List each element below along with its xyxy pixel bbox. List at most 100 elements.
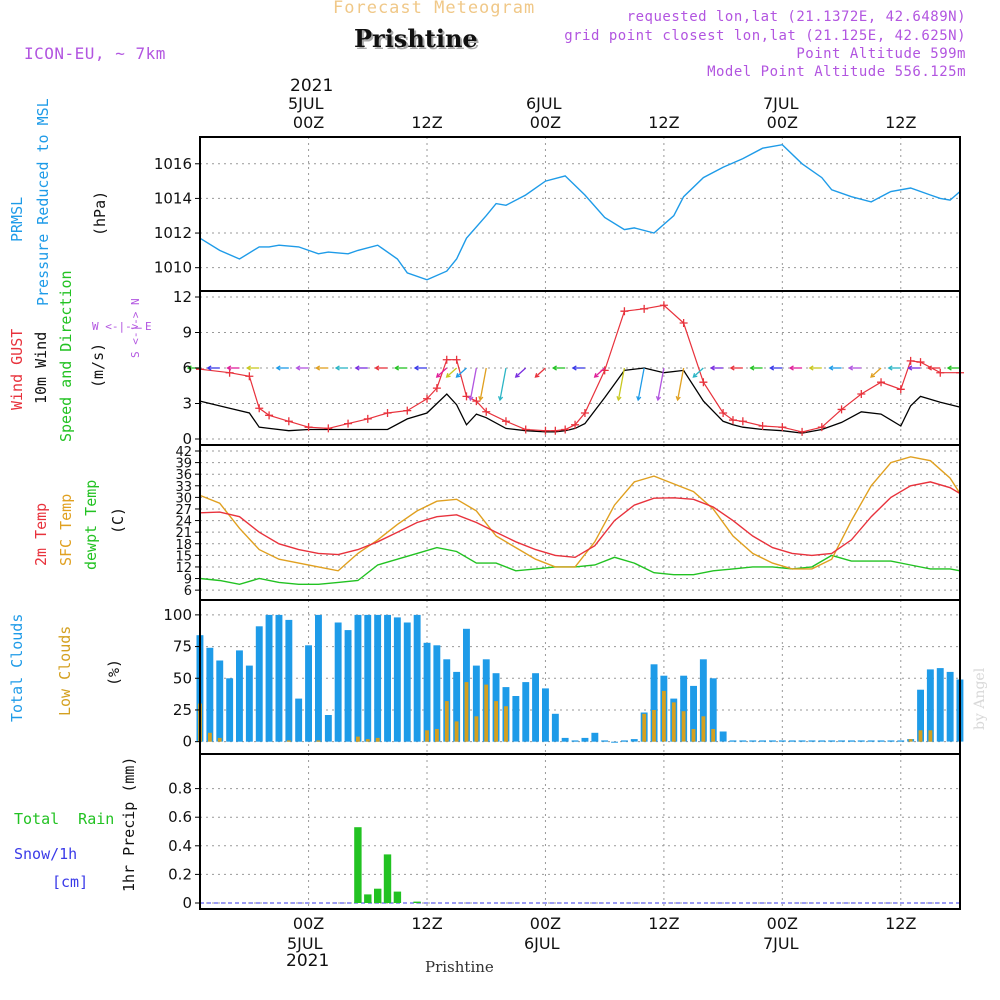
gust-marker-28 [640,304,649,313]
total-cloud-bar-60 [788,740,796,742]
total-cloud-bar-50 [690,685,697,742]
total-cloud-bar-59 [778,740,786,742]
rain-bar-4 [393,891,402,903]
top-day-label-2: 6JUL [526,94,562,113]
marks-layer [186,143,964,904]
wind-arrow-head-3 [245,365,251,371]
rain-bar-2 [374,888,382,903]
gust-marker-41 [877,378,886,387]
wind-arrow-head-36 [870,372,876,378]
wind-arrow-22 [594,367,606,378]
total-cloud-bar-37 [561,737,569,742]
total-cloud-bar-7 [265,614,273,742]
ytick-label-temperature-4: 18 [175,538,192,553]
total-cloud-bar-71 [897,740,905,742]
total-cloud-bar-38 [571,740,579,742]
low-cloud-bar-46 [652,710,656,742]
gust-marker-9 [363,414,372,423]
top-day-label-3: 7JUL [763,94,799,113]
footer-location: Prishtine [425,958,494,976]
top-time-label-3: 12Z [648,113,679,132]
wind-arrow-head-17 [497,396,504,402]
wind-arrow-13 [446,367,458,378]
wind-arrow-head-22 [593,372,599,378]
wind-arrow-head-6 [315,365,321,371]
low-cloud-bar-17 [365,739,370,742]
gust-marker-8 [344,419,353,428]
wind-arrow-head-30 [749,365,755,371]
gust-marker-30 [679,319,688,328]
wind-arrow-14 [456,367,467,378]
low-cloud-bar-47 [662,690,666,742]
wind-arrow-18 [515,367,527,378]
ytick-label-temperature-0: 6 [184,584,192,599]
total-cloud-bar-16 [354,614,362,742]
gust-marker-2 [245,372,254,381]
top-time-label-4: 00Z [767,113,798,132]
total-cloud-bar-9 [285,619,293,742]
wind-arrow-head-39 [926,365,933,371]
ytick-label-wind-0: 0 [182,430,192,448]
wind-arrow-head-27 [692,372,698,378]
total-cloud-bar-42 [611,741,618,743]
gust-marker-18 [482,407,491,416]
wind-arrow-26 [676,367,685,401]
ytick-label-precipitation-4: 0.8 [168,780,192,798]
total-cloud-bar-67 [857,740,865,742]
total-cloud-bar-2 [216,660,224,742]
wind-arrow-head-19 [534,372,540,378]
gust-marker-38 [817,423,826,432]
total-cloud-bar-44 [630,739,638,742]
gust-marker-39 [837,405,846,414]
low-cloud-bar-52 [711,729,716,742]
top-day-label-1: 5JUL [288,94,324,113]
ytick-label-precipitation-0: 0 [182,894,192,912]
total-cloud-bar-52 [709,678,717,742]
compass-we: W <-|-> E [92,320,152,333]
low-cloud-bar-23 [425,730,429,742]
rain-bar-0 [354,827,362,903]
wind-10m-line [199,367,961,434]
total-cloud-bar-15 [344,630,352,742]
gust-marker-17 [472,397,481,406]
gust-marker-15 [452,355,461,364]
temp-2m-line [199,481,961,559]
total-cloud-bar-24 [433,645,441,742]
ytick-label-clouds-3: 75 [173,638,192,656]
total-cloud-bar-76 [946,671,954,742]
total-cloud-bar-34 [532,673,539,742]
total-cloud-bar-39 [581,737,589,742]
ytick-label-temperature-11: 39 [175,457,192,472]
wind-arrow-head-11 [413,365,419,371]
wind-arrow-head-28 [709,365,715,371]
total-cloud-bar-23 [423,642,431,742]
gust-marker-5 [284,417,293,426]
ytick-label-clouds-0: 0 [182,733,192,751]
pressure-line [199,143,961,281]
pressure-label-2: Pressure Reduced to MSL [34,98,52,306]
gust-marker-27 [620,307,629,316]
ytick-label-pressure-1: 1012 [154,224,192,242]
wind-arrow-head-8 [354,365,360,371]
ytick-label-temperature-7: 27 [175,503,192,518]
wind-arrow-head-5 [295,365,301,371]
wind-arrow-head-21 [571,365,577,371]
wind-arrow-17 [499,367,507,401]
low-cloud-bar-72 [908,739,913,742]
total-cloud-bar-10 [295,698,303,742]
ytick-label-temperature-10: 36 [175,468,192,483]
total-cloud-bar-36 [551,713,559,742]
total-cloud-bar-68 [867,740,875,742]
gust-marker-22 [551,426,560,435]
rain-bar-5 [413,901,421,903]
gust-marker-14 [442,355,451,364]
top-title: Forecast Meteogram [333,0,536,18]
total-rain-label: Total Rain [14,810,115,828]
low-cloud-bar-26 [454,721,459,742]
gust-marker-33 [728,416,737,425]
total-cloud-bar-8 [275,614,283,742]
wind-arrow-24 [637,367,645,401]
axes-layer: 1010101210141016036912691215182124273033… [154,113,917,933]
wind-arrow-head-32 [788,365,794,371]
total-cloud-bar-64 [828,740,836,742]
